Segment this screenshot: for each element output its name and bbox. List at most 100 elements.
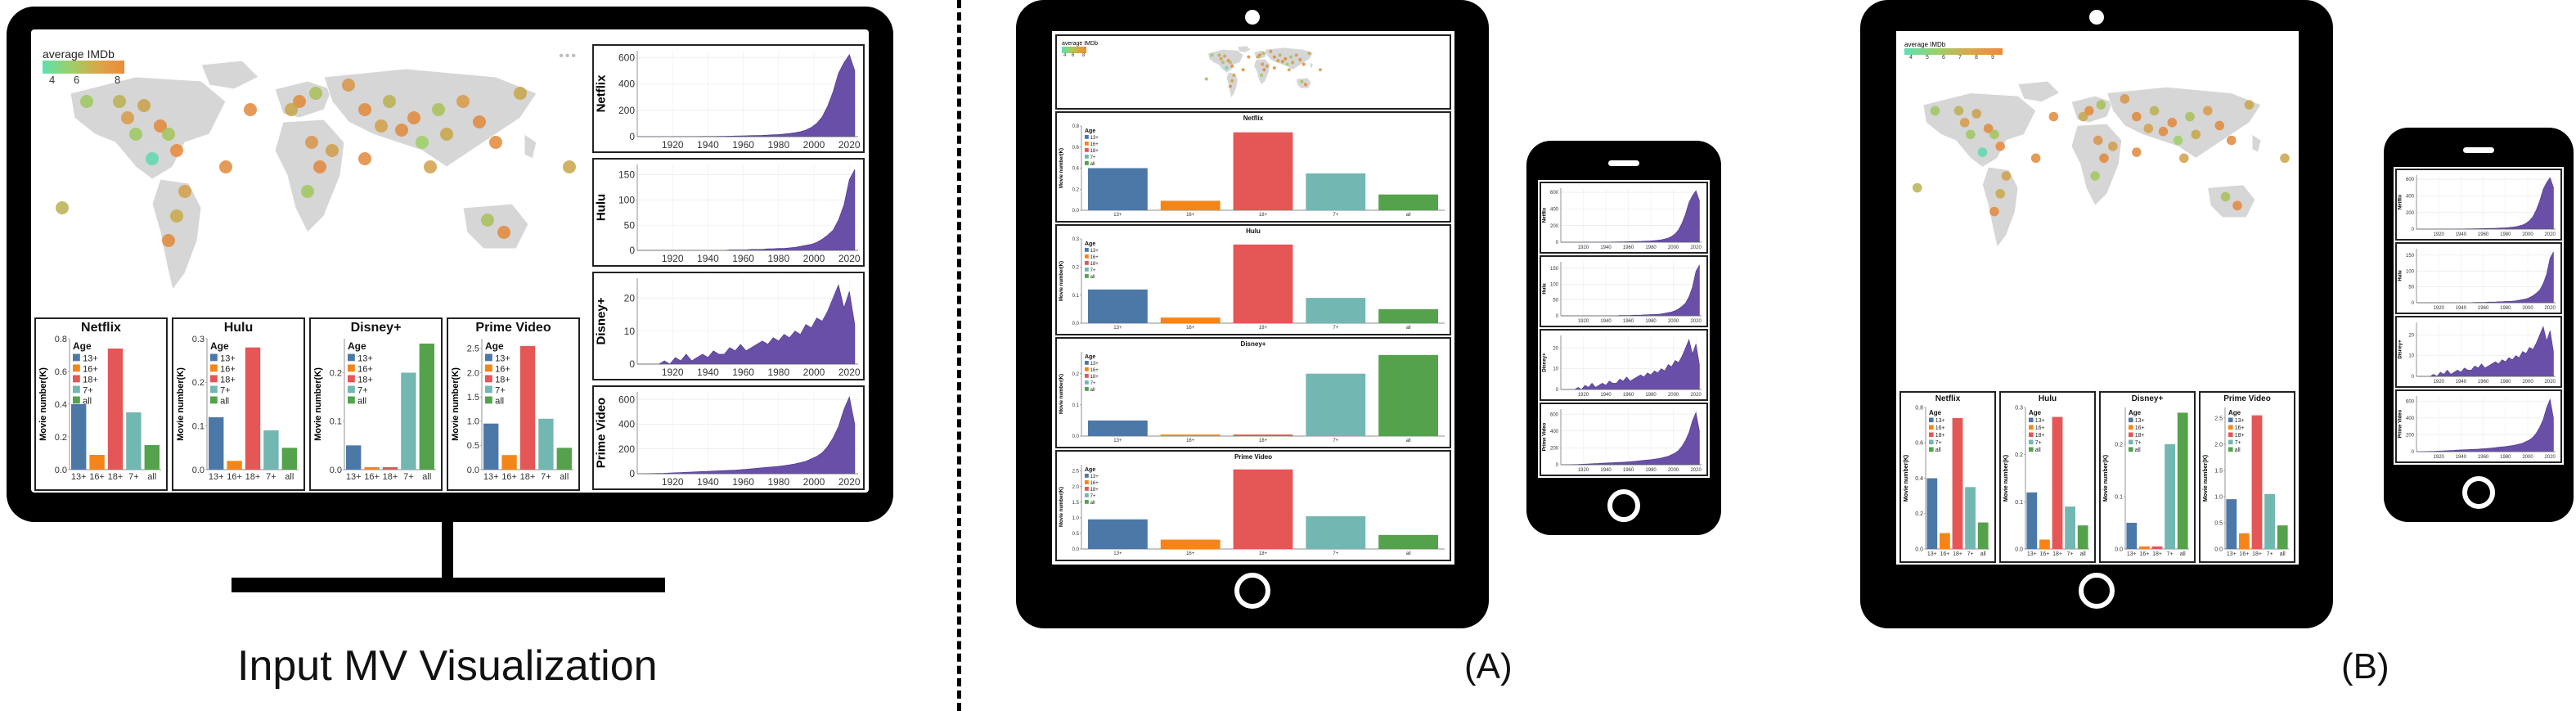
x-tick-label: 13+ (483, 472, 499, 482)
age-legend-label: 13+ (495, 353, 510, 363)
x-tick-label: 1980 (2500, 380, 2511, 385)
x-tick-label: 18+ (1259, 551, 1268, 556)
x-tick-label: 7+ (541, 472, 551, 482)
phone-speaker (1608, 160, 1639, 166)
map-legend-gradient (1062, 47, 1086, 53)
x-tick-label: 1960 (1623, 245, 1634, 250)
x-tick-label: 13+ (346, 472, 362, 482)
bar (1160, 200, 1221, 210)
bar (1160, 434, 1221, 436)
y-tick-label: 1.0 (1072, 516, 1080, 521)
monitor-screen: average IMDb 4 6 8 ••• Netflix Movie numb… (31, 29, 869, 493)
tablet-home-button[interactable] (2079, 573, 2115, 609)
phone-home-button[interactable] (2462, 476, 2495, 509)
x-tick-label: 1940 (1600, 393, 1612, 398)
bar (263, 430, 279, 470)
age-legend-swatch (1085, 493, 1089, 497)
bar (107, 349, 124, 470)
age-legend-label: 16+ (2235, 425, 2245, 431)
bar-chart-hulu: Hulu Movie number(K) 0.3 0.2 0.1 0.0 13+ 16+ 18+… (172, 317, 305, 491)
age-legend-swatch (2129, 417, 2133, 423)
more-options-icon[interactable]: ••• (559, 49, 578, 63)
y-axis-label: Movie number(K) (2103, 455, 2109, 502)
timeseries-title: Hulu (2398, 270, 2403, 281)
phone-home-button[interactable] (1607, 489, 1640, 522)
y-tick-label: 1.5 (467, 393, 479, 403)
map-legend-tick: 5 (1926, 55, 1929, 61)
bar (1940, 533, 1950, 549)
timeseries-prime-video-a: Prime Video 600 400 200 0 1920 1940 1960 1980 200… (1540, 403, 1708, 476)
x-tick-label: 1940 (2456, 380, 2467, 385)
age-legend-label: 16+ (220, 364, 236, 374)
x-tick-label: 16+ (2139, 551, 2149, 557)
age-legend-label: all (1090, 388, 1095, 393)
timeseries-title: Netflix (1542, 207, 1547, 223)
y-tick-label: 50 (2408, 286, 2414, 290)
bar (364, 467, 380, 470)
age-legend-swatch (1085, 142, 1089, 146)
x-tick-label: 1960 (2478, 455, 2489, 460)
bar (227, 461, 242, 470)
y-tick-label: 0.0 (1072, 434, 1080, 439)
x-tick-label: 1960 (732, 476, 754, 488)
x-tick-label: 18+ (1259, 213, 1268, 218)
bar (2026, 492, 2038, 549)
x-tick-label: 7+ (1333, 213, 1338, 218)
timeseries-netflix-a: Netflix 600 400 200 0 1920 1940 1960 1980 2000 202… (1540, 182, 1708, 254)
age-legend-label: 7+ (220, 385, 231, 395)
y-tick-label: 0 (1556, 314, 1559, 319)
y-tick-label: 0.2 (1072, 372, 1080, 377)
bar (2251, 415, 2263, 549)
bar (1087, 168, 1148, 210)
timeseries-disney-a: Disney+ 20 10 0 1920 1940 1960 1980 2000 2020 (1540, 329, 1708, 401)
age-legend-label: 7+ (1090, 268, 1096, 273)
age-legend-swatch (2129, 425, 2133, 430)
timeseries-title: Netflix (2398, 194, 2403, 209)
age-legend-label: 16+ (357, 364, 373, 374)
bar (2052, 416, 2063, 549)
age-legend-title: Age (1929, 409, 1942, 416)
age-legend-swatch (210, 364, 218, 372)
y-tick-label: 0.5 (1072, 532, 1080, 537)
x-tick-label: 1920 (1578, 319, 1589, 324)
area-series (1561, 339, 1700, 390)
age-legend-swatch (1085, 474, 1089, 478)
age-legend-label: all (357, 396, 366, 406)
x-tick-label: 1960 (2478, 232, 2489, 237)
timeseries-svg: Disney+ 20 10 0 1920 1940 1960 1980 2000 2020 (1542, 335, 1702, 398)
x-tick-label: 16+ (227, 472, 242, 482)
x-tick-label: 7+ (266, 472, 276, 482)
age-legend-label: 13+ (2235, 418, 2245, 424)
y-tick-label: 0.0 (2115, 547, 2123, 552)
x-tick-label: 13+ (1113, 551, 1122, 556)
map-legend: average IMDb 4 6 8 (43, 47, 124, 87)
y-tick-label: 0.4 (1915, 476, 1923, 482)
map-panel-a: average IMDb 4 6 8 (1055, 34, 1451, 110)
bar-chart-title: Disney+ (1240, 340, 1266, 348)
phone-b: Netflix 600 400 200 0 1920 1940 1960 1980 2000 202… (2384, 128, 2574, 522)
bar (382, 467, 398, 470)
age-legend-label: 7+ (1090, 494, 1096, 499)
age-legend-swatch (1085, 361, 1089, 365)
tablet-b-screen: average IMDb 4 5 6 7 8 9 Netflix Movie nu… (1896, 31, 2299, 565)
age-legend-label: 18+ (1090, 375, 1099, 380)
age-legend-label: 13+ (1090, 249, 1099, 254)
x-tick-label: 16+ (1186, 326, 1195, 331)
y-tick-label: 200 (618, 443, 635, 455)
age-legend-label: 7+ (1090, 381, 1096, 386)
age-legend-swatch (2129, 447, 2133, 452)
bar-chart-prime-video-a: Prime Video Movie number(K) 2.5 2.0 1.5 1.0 0.… (1055, 450, 1451, 561)
y-tick-label: 0 (629, 468, 635, 479)
age-legend-label: 18+ (83, 375, 98, 385)
tablet-home-button[interactable] (1234, 573, 1270, 609)
bar (1378, 354, 1439, 436)
x-tick-label: 16+ (1940, 551, 1949, 557)
y-tick-label: 0.0 (1072, 322, 1080, 326)
x-tick-label: 2020 (838, 367, 861, 378)
y-tick-label: 400 (1550, 430, 1559, 434)
y-tick-label: 0 (629, 358, 635, 370)
bar (89, 455, 105, 470)
y-tick-label: 600 (618, 52, 635, 63)
y-tick-label: 0.1 (192, 422, 205, 432)
x-tick-label: 2020 (2545, 306, 2556, 311)
